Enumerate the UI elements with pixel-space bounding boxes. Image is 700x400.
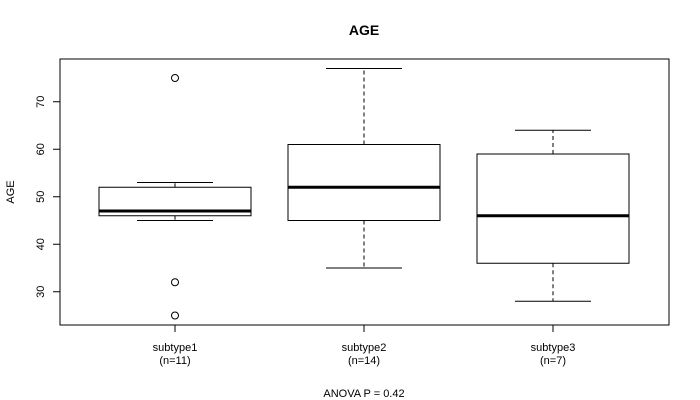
x-category-label: subtype1 (153, 342, 198, 354)
y-tick-label: 70 (35, 96, 47, 108)
chart-title: AGE (349, 22, 379, 38)
x-category-count: (n=7) (540, 355, 566, 367)
boxes (98, 68, 630, 320)
y-axis: 30 40 50 60 70 (35, 96, 61, 298)
box-subtype1 (98, 74, 252, 320)
iqr-box (476, 153, 630, 264)
box-subtype2 (287, 68, 441, 269)
y-axis-label: AGE (5, 180, 17, 203)
anova-footnote: ANOVA P = 0.42 (323, 388, 404, 400)
y-tick-label: 30 (35, 286, 47, 298)
outlier-point (171, 311, 179, 320)
y-tick-label: 40 (35, 238, 47, 250)
outlier-point (171, 278, 179, 287)
x-category-label: subtype2 (342, 342, 387, 354)
y-tick-label: 50 (35, 191, 47, 203)
x-category-label: subtype3 (531, 342, 576, 354)
x-axis: subtype1(n=11) subtype2(n=14) subtype3(n=7… (153, 324, 576, 367)
x-category-count: (n=11) (159, 355, 190, 367)
iqr-box (287, 144, 441, 221)
y-tick-label: 60 (35, 143, 47, 155)
outlier-point (171, 74, 179, 82)
x-category-count: (n=14) (348, 355, 380, 367)
box-subtype3 (476, 129, 630, 302)
